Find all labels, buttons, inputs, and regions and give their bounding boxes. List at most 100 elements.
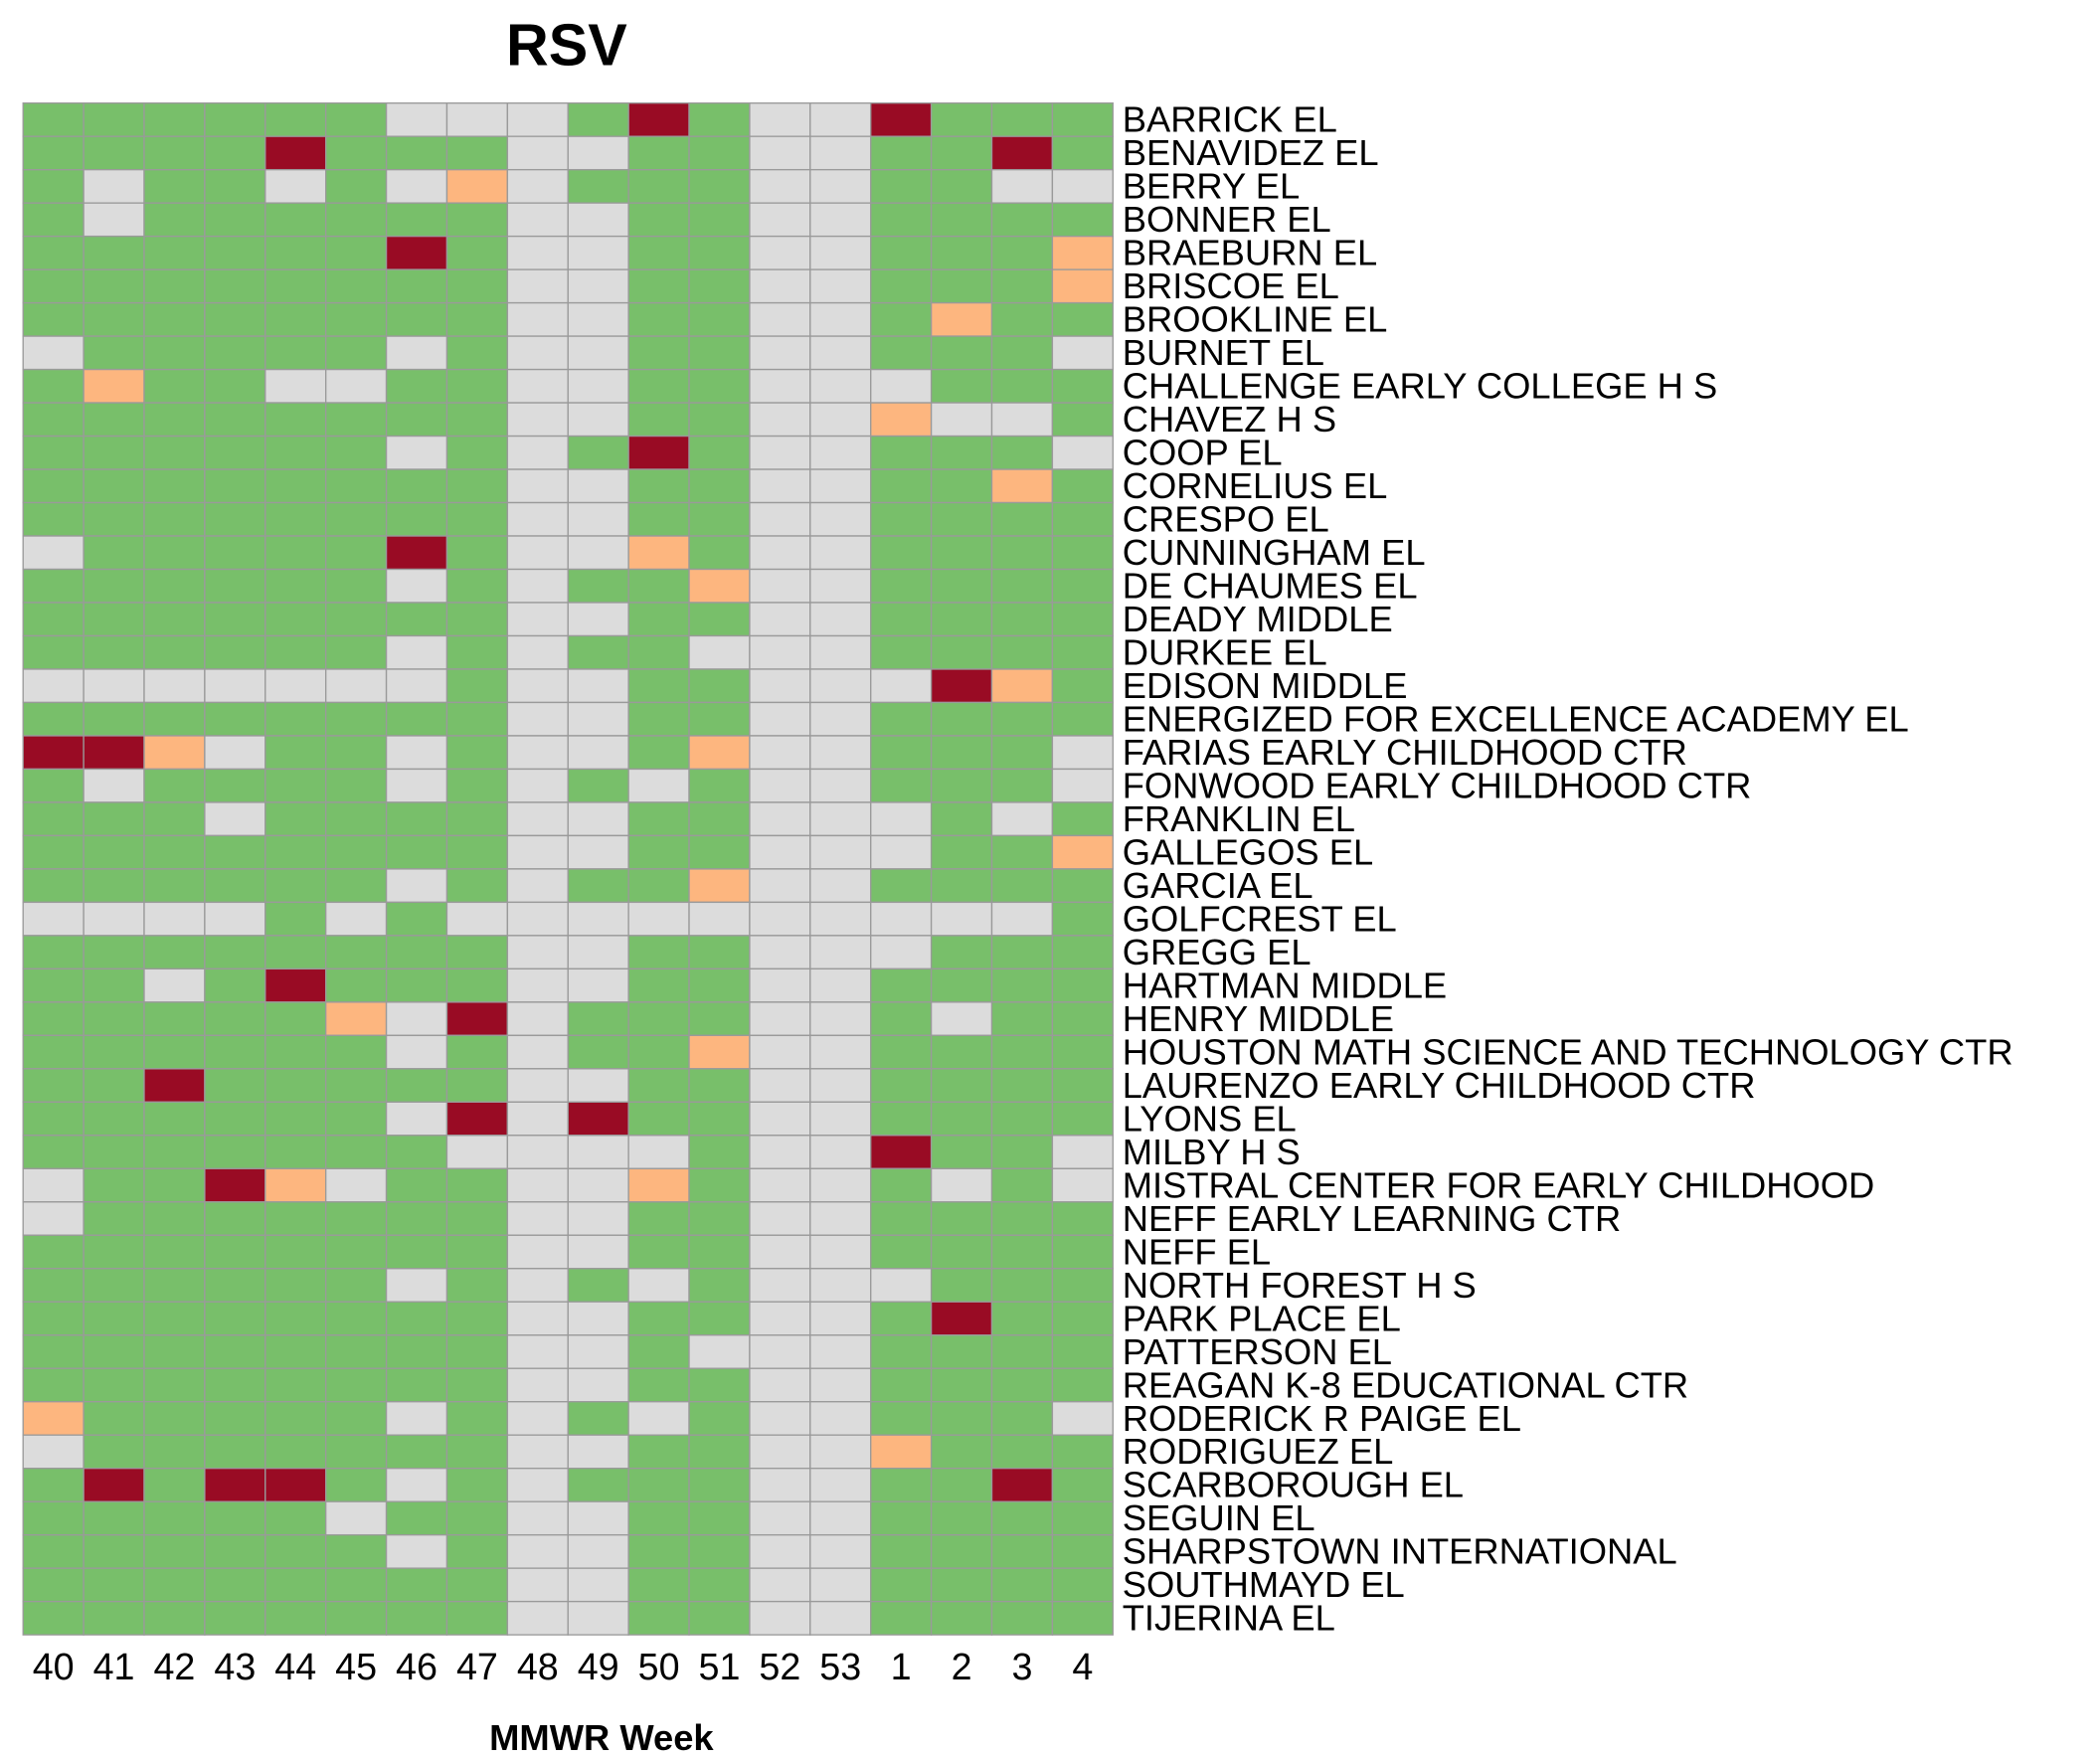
row-label: BARRICK EL [1123,99,1337,140]
heatmap-cell [930,501,993,537]
heatmap-cell [688,135,751,171]
heatmap-cell [1051,834,1114,870]
heatmap-cell [204,501,266,537]
heatmap-cell [930,268,993,304]
heatmap-cell [1051,1401,1114,1436]
heatmap-cell [506,168,569,204]
heatmap-cell [627,735,690,771]
heatmap-cell [506,468,569,504]
heatmap-cell [264,1268,327,1303]
heatmap-cell [22,1468,85,1502]
heatmap-cell [445,1500,509,1536]
heatmap-cell [506,1500,569,1536]
heatmap-cell [749,102,811,137]
heatmap-cell [990,1101,1054,1137]
heatmap-cell [22,168,85,204]
heatmap-cell [809,1101,872,1137]
heatmap-cell [870,402,933,438]
heatmap-cell [749,335,811,371]
heatmap-cell [445,202,509,238]
heatmap-cell [204,768,266,803]
heatmap-cell [83,501,145,537]
heatmap-cell [627,1101,690,1137]
heatmap-cell [809,602,872,637]
heatmap-cell [870,235,933,270]
heatmap-cell [325,202,388,238]
heatmap-cell [83,202,145,238]
row-label: CORNELIUS EL [1123,465,1388,506]
heatmap-cell [143,1268,206,1303]
heatmap-cell [1051,468,1114,504]
heatmap-cell [204,435,266,470]
heatmap-cell [22,1101,85,1137]
heatmap-cell [1051,168,1114,204]
heatmap-cell [930,1367,993,1403]
heatmap-cell [567,1234,629,1270]
heatmap-cell [627,834,690,870]
heatmap-cell [930,535,993,571]
heatmap-cell [809,1567,872,1603]
heatmap-cell [930,368,993,404]
heatmap-cell [809,801,872,837]
heatmap-cell [506,268,569,304]
heatmap-cell [143,1367,206,1403]
heatmap-cell [506,1034,569,1070]
heatmap-cell [688,1301,751,1336]
heatmap-cell [385,1533,448,1569]
heatmap-cell [1051,1334,1114,1369]
heatmap-cell [83,868,145,904]
heatmap-cell [143,102,206,137]
heatmap-cell [385,1234,448,1270]
heatmap-cell [22,301,85,337]
heatmap-cell [204,868,266,904]
heatmap-cell [325,535,388,571]
heatmap-cell [204,701,266,737]
heatmap-cell [83,1068,145,1103]
heatmap-cell [870,668,933,704]
heatmap-cell [143,135,206,171]
heatmap-cell [204,1468,266,1502]
heatmap-cell [1051,1434,1114,1470]
heatmap-cell [627,1234,690,1270]
heatmap-cell [1051,301,1114,337]
heatmap-cell [204,1234,266,1270]
heatmap-cell [1051,801,1114,837]
heatmap-cell [688,1068,751,1103]
x-tick-label: 41 [93,1646,135,1687]
heatmap-cell [627,1135,690,1169]
heatmap-cell [567,801,629,837]
heatmap-cell [385,1201,448,1236]
heatmap-cell [264,535,327,571]
heatmap-cell [567,168,629,204]
heatmap-cell [83,102,145,137]
heatmap-cell [83,1167,145,1203]
heatmap-cell [83,901,145,937]
heatmap-cell [506,135,569,171]
heatmap-cell [809,1500,872,1536]
heatmap-cell [445,735,509,771]
heatmap-cell [83,1468,145,1502]
heatmap-cell [506,735,569,771]
row-label: CHAVEZ H S [1123,399,1336,440]
row-label: ENERGIZED FOR EXCELLENCE ACADEMY EL [1123,699,1909,740]
heatmap-cell [688,967,751,1003]
heatmap-cell [1051,901,1114,937]
heatmap-cell [204,967,266,1003]
heatmap-cell [1051,701,1114,737]
heatmap-cell [809,1034,872,1070]
heatmap-cell [506,1201,569,1236]
heatmap-cell [204,602,266,637]
heatmap-cell [749,1401,811,1436]
heatmap-cell [264,235,327,270]
heatmap-cell [143,1135,206,1169]
heatmap-cell [749,435,811,470]
heatmap-cell [445,1167,509,1203]
heatmap-cell [204,735,266,771]
heatmap-cell [325,1101,388,1137]
heatmap-cell [445,1367,509,1403]
heatmap-cell [688,168,751,204]
heatmap-cell [204,1135,266,1169]
heatmap-cell [567,301,629,337]
heatmap-cell [264,1201,327,1236]
